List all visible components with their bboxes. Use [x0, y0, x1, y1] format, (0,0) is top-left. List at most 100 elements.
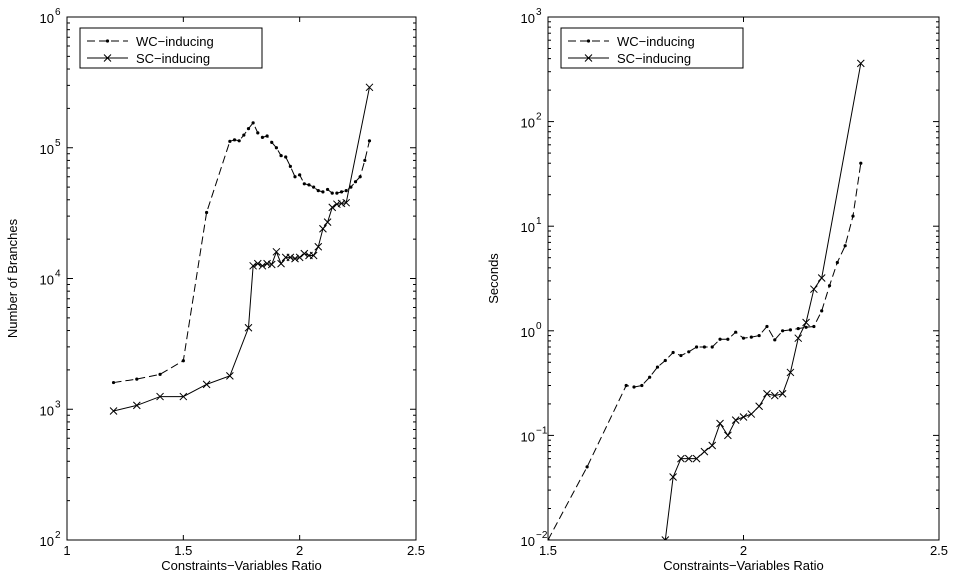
legend-label: SC−inducing [617, 51, 691, 66]
y-tick-exponent: −1 [536, 425, 548, 436]
sc-data-point [856, 59, 865, 68]
y-tick-base: 10 [521, 534, 535, 549]
sc-data-point [267, 260, 276, 269]
wc-data-point [321, 190, 325, 194]
sc-data-point [716, 419, 724, 428]
y-tick-label: 10 [40, 534, 54, 549]
sc-data-point [109, 407, 118, 415]
y-tick-exponent: 2 [55, 530, 61, 541]
y-tick-exponent: 3 [536, 7, 542, 18]
x-tick-label: 2 [296, 543, 303, 558]
sc-data-point [263, 259, 271, 268]
wc-data-point [232, 138, 237, 142]
sc-data-point [249, 261, 257, 270]
wc-data-point [265, 134, 269, 138]
wc-data-point [655, 365, 660, 369]
wc-data-point [284, 155, 288, 159]
y-axis-label: Seconds [486, 253, 501, 304]
wc-data-point [330, 191, 334, 195]
legend: WC−inducing SC−inducing [79, 27, 263, 69]
sc-data-point [226, 372, 234, 380]
sc-data-point [132, 401, 141, 410]
x-tick-label: 1.5 [174, 543, 192, 558]
wc-data-point [749, 335, 753, 339]
sc-data-point [309, 251, 318, 260]
sc-series-line [664, 63, 862, 540]
y-tick-base: 10 [521, 325, 535, 340]
legend-label: SC−inducing [136, 51, 210, 66]
sc-data-point [669, 473, 677, 481]
wc-data-point [663, 358, 667, 363]
wc-data-point [687, 350, 691, 354]
y-tick-label: 10 [521, 534, 535, 549]
y-tick-label: 10 [521, 11, 535, 26]
sc-data-point [286, 253, 295, 262]
x-tick-label: 2.5 [930, 543, 948, 558]
legend-label: WC−inducing [136, 34, 214, 49]
y-tick-base: 10 [521, 429, 535, 444]
y-tick-exponent: 6 [55, 7, 61, 18]
sc-data-point [755, 402, 763, 411]
sc-data-point [794, 334, 803, 343]
wc-data-point [358, 175, 362, 179]
wc-data-point [812, 324, 816, 329]
wc-data-point [349, 185, 353, 189]
wc-data-point [298, 173, 302, 177]
plot-frame [547, 16, 940, 541]
wc-data-point [307, 183, 311, 187]
wc-data-point [302, 182, 306, 186]
sc-data-point [817, 274, 826, 282]
sc-data-point [328, 203, 337, 212]
sc-data-point [244, 323, 253, 332]
y-tick-exponent: 5 [55, 138, 61, 149]
y-tick-base: 10 [521, 220, 535, 235]
wc-series-line [548, 163, 862, 540]
sc-data-point [179, 392, 188, 401]
sc-data-point [739, 413, 748, 421]
y-tick-label: 10 [521, 429, 535, 444]
wc-data-point [325, 187, 330, 192]
wc-data-point [548, 538, 550, 540]
wc-data-point [718, 337, 722, 341]
y-tick-base: 10 [40, 534, 54, 549]
x-tick-label: 2.5 [407, 543, 425, 558]
sc-data-point [295, 253, 304, 262]
wc-data-point [251, 121, 255, 125]
x-tick-label: 1.5 [539, 543, 557, 558]
wc-data-point [632, 385, 636, 389]
y-tick-label: 10 [40, 11, 54, 26]
wc-data-point [781, 329, 785, 333]
sc-data-point [277, 259, 285, 268]
wc-data-point [335, 191, 339, 195]
sc-data-point [323, 218, 332, 226]
sc-data-point [253, 259, 262, 268]
sc-data-point [333, 200, 341, 209]
y-tick-base: 10 [40, 403, 54, 418]
plot-frame [66, 16, 417, 541]
sc-data-point [342, 198, 351, 207]
sc-data-point [692, 454, 701, 463]
wc-data-point [293, 175, 297, 179]
y-tick-exponent: 3 [55, 399, 61, 410]
x-axis-label: Constraints−Variables Ratio [161, 558, 322, 573]
sc-data-point [202, 380, 211, 389]
wc-data-point [710, 345, 714, 349]
wc-data-point [279, 154, 283, 158]
y-tick-base: 10 [40, 11, 54, 26]
sc-data-point [258, 261, 267, 270]
sc-data-point [661, 536, 670, 540]
wc-data-point [765, 324, 769, 329]
sc-data-point [700, 447, 709, 456]
legend-swatch-dot [105, 39, 110, 43]
wc-data-point [859, 161, 863, 165]
sc-data-point [802, 318, 810, 327]
sc-series-line [113, 87, 370, 412]
wc-data-point [288, 164, 292, 169]
wc-data-point [363, 158, 367, 163]
sc-data-point [786, 368, 795, 377]
wc-data-point [367, 139, 372, 143]
y-tick-exponent: −2 [536, 530, 548, 541]
sc-data-point [770, 391, 779, 400]
